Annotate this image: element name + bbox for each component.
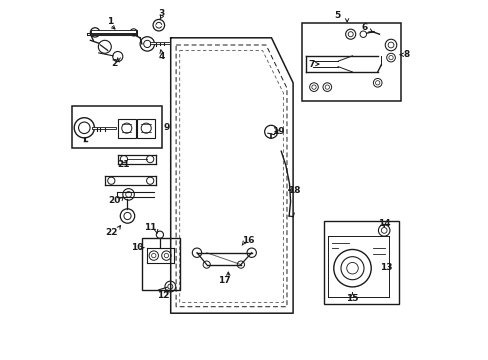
Text: 10: 10 [131,243,143,252]
Text: 21: 21 [118,160,130,169]
FancyBboxPatch shape [72,106,162,148]
FancyBboxPatch shape [118,119,136,138]
Text: 13: 13 [380,263,392,271]
Text: 16: 16 [242,236,254,245]
Text: 20: 20 [108,197,120,205]
Text: 22: 22 [105,228,117,237]
Text: 18: 18 [287,186,300,194]
Text: 8: 8 [403,50,409,59]
Text: 7: 7 [307,60,314,69]
Text: 14: 14 [377,219,390,228]
FancyBboxPatch shape [137,119,155,138]
Text: 3: 3 [158,9,164,18]
Text: 11: 11 [143,223,156,232]
Text: 12: 12 [157,291,169,300]
FancyBboxPatch shape [302,23,400,101]
Text: 19: 19 [272,127,285,136]
Text: 2: 2 [111,59,117,68]
Text: 4: 4 [158,52,164,61]
Text: 9: 9 [163,123,170,132]
Text: 1: 1 [107,17,113,26]
Text: 15: 15 [346,294,358,303]
Text: 5: 5 [334,11,340,20]
FancyBboxPatch shape [142,238,179,290]
FancyBboxPatch shape [323,221,399,304]
Text: 17: 17 [218,276,230,285]
Text: 6: 6 [361,23,367,32]
